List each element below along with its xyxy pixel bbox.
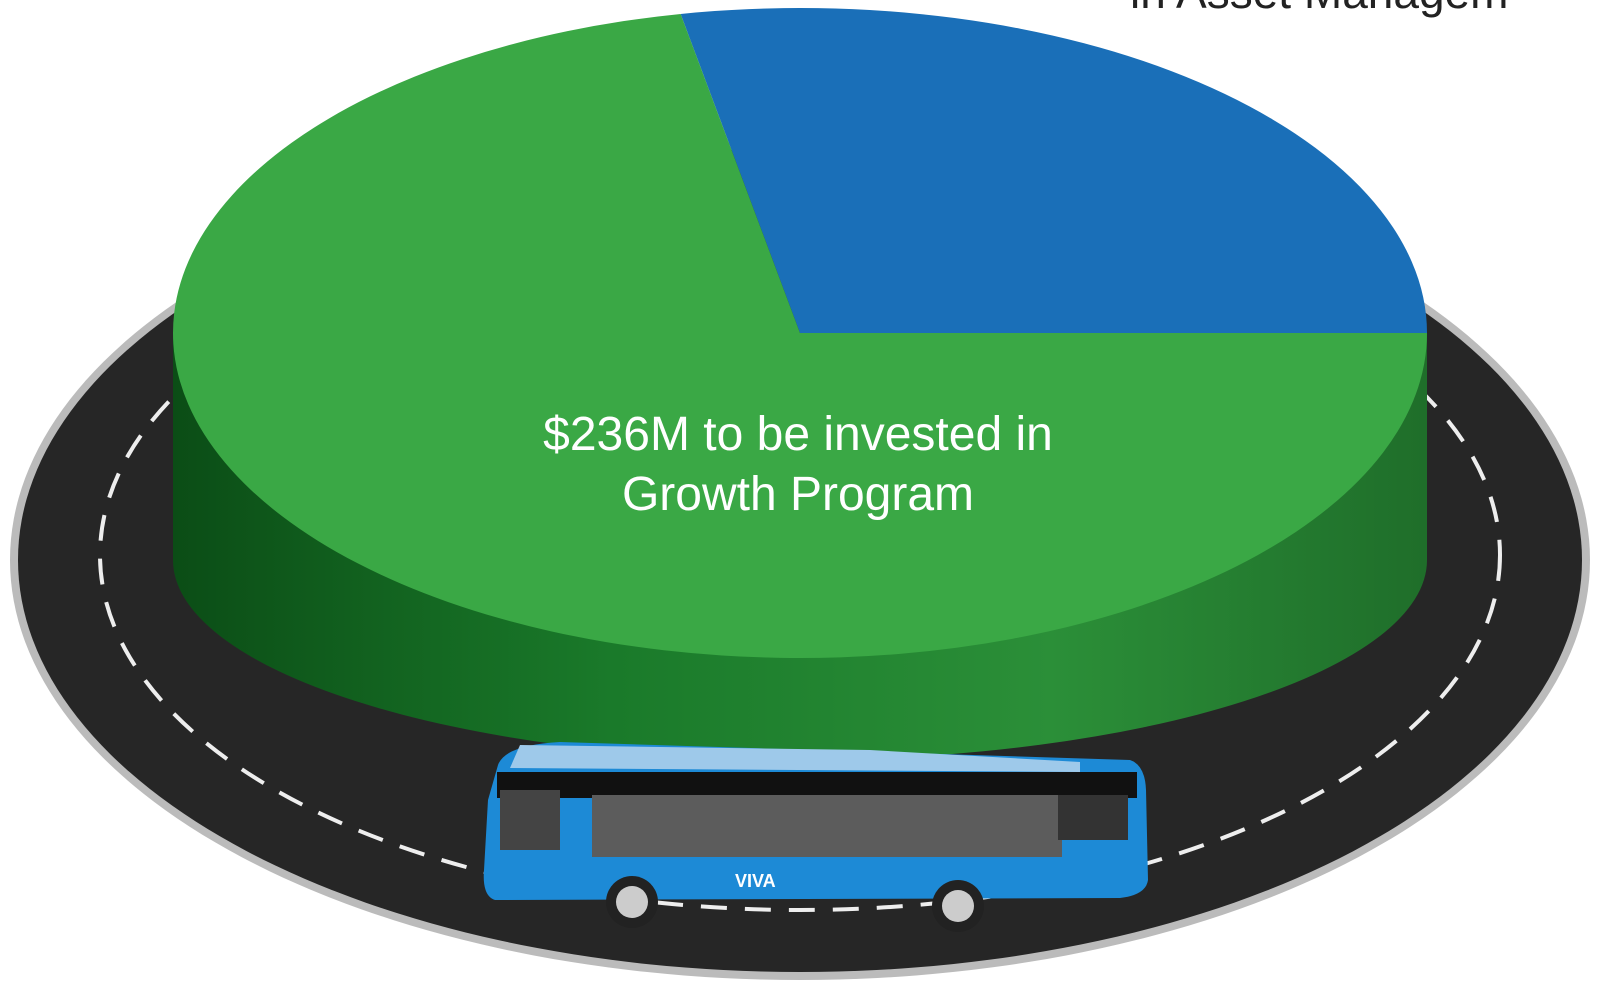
bus: VIVA [483, 742, 1148, 932]
label-line: $236M to be invested in [543, 408, 1053, 461]
pie-slice [680, 7, 1427, 333]
pie-slice [173, 13, 1427, 658]
label-line: Growth Program [622, 468, 974, 521]
annotation: in Asset Managem [1130, 0, 1508, 18]
slice-label: $236M to be invested in Growth Program [543, 408, 1053, 521]
pie [173, 7, 1427, 658]
svg-text:VIVA: VIVA [735, 871, 776, 891]
